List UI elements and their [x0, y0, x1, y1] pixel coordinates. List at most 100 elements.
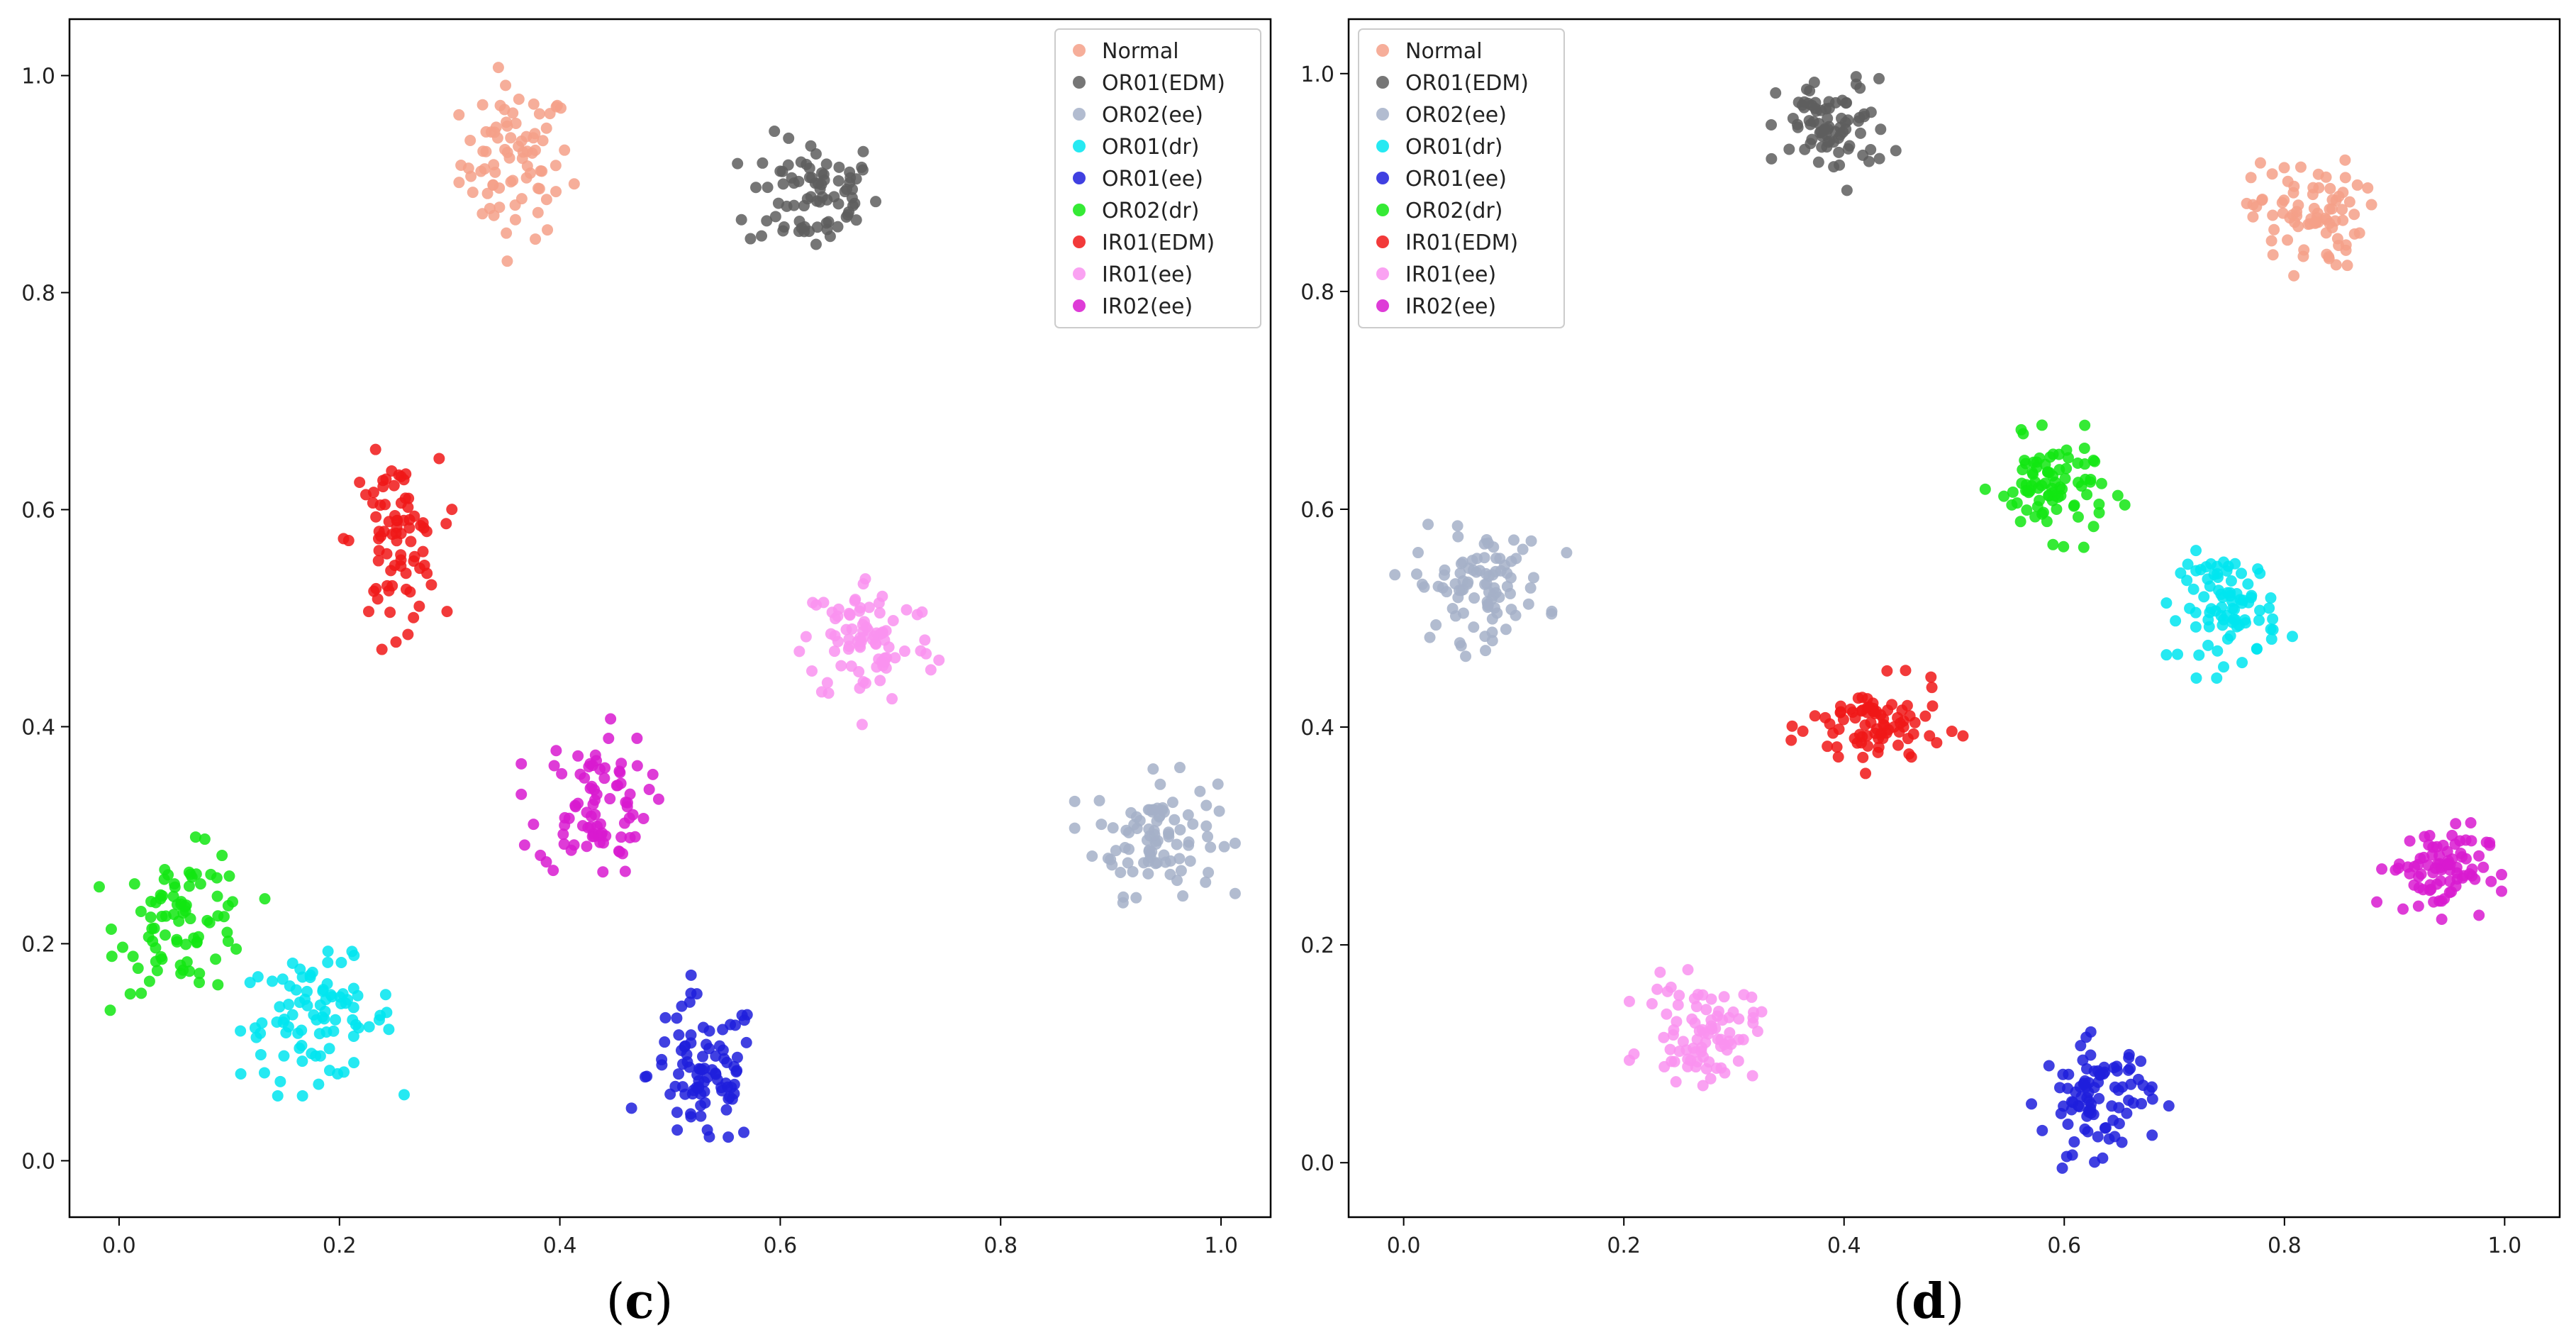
data-point	[1690, 1061, 1702, 1073]
data-point	[1746, 1070, 1758, 1082]
data-point	[2333, 240, 2345, 252]
data-point	[199, 833, 211, 845]
data-point	[2256, 193, 2268, 205]
data-point	[850, 214, 862, 226]
data-point	[2496, 869, 2508, 881]
data-point	[2111, 1065, 2123, 1077]
data-point	[1482, 537, 1494, 549]
data-point	[2444, 864, 2456, 876]
data-point	[446, 504, 458, 516]
data-point	[116, 941, 128, 953]
data-point	[2278, 162, 2290, 174]
data-point	[1490, 552, 1502, 564]
data-point	[2068, 1136, 2080, 1148]
data-point	[158, 873, 170, 885]
legend-marker	[1376, 76, 1389, 89]
data-point	[1200, 820, 1212, 832]
data-point	[801, 158, 813, 170]
data-point	[621, 801, 633, 813]
data-point	[1517, 543, 1529, 555]
data-point	[740, 1036, 752, 1048]
data-point	[1183, 836, 1195, 848]
data-point	[1827, 727, 1839, 739]
data-point	[1902, 733, 1914, 745]
data-point	[685, 1029, 697, 1041]
data-point	[1881, 665, 1893, 677]
data-point	[244, 977, 256, 989]
data-point	[235, 1068, 247, 1080]
data-point	[2236, 657, 2248, 669]
data-point	[494, 201, 506, 214]
data-point	[2081, 1110, 2093, 1122]
data-point	[2253, 614, 2265, 626]
data-point	[806, 665, 818, 677]
x-tick-label: 0.4	[1827, 1233, 1861, 1258]
x-tick-label: 1.0	[1204, 1233, 1238, 1258]
data-point	[889, 652, 901, 664]
data-point	[703, 1025, 715, 1037]
legend-marker	[1376, 172, 1389, 184]
legend-label: OR02(ee)	[1102, 103, 1203, 128]
data-point	[1623, 1054, 1635, 1066]
data-point	[810, 148, 822, 160]
data-point	[453, 177, 465, 189]
data-point	[615, 758, 628, 770]
data-point	[1480, 645, 1492, 657]
data-point	[1877, 732, 1889, 744]
data-point	[2078, 1077, 2090, 1089]
data-point	[1158, 849, 1170, 861]
data-point	[669, 1080, 681, 1092]
data-point	[1835, 706, 1847, 718]
data-point	[846, 623, 858, 635]
legend-box	[1358, 28, 1565, 328]
data-point	[296, 1055, 308, 1068]
data-point	[476, 99, 489, 111]
data-point	[296, 971, 308, 983]
data-point	[530, 233, 542, 245]
data-point	[769, 211, 781, 223]
data-point	[1787, 112, 1799, 124]
data-point	[1890, 145, 1902, 157]
data-point	[1682, 964, 1694, 976]
data-point	[1724, 1027, 1736, 1039]
data-point	[148, 922, 160, 934]
y-tick-label: 0.8	[1300, 280, 1334, 305]
data-point	[1438, 569, 1450, 581]
data-point	[1785, 734, 1797, 746]
data-point	[143, 975, 155, 987]
data-point	[614, 767, 626, 779]
data-point	[1661, 985, 1673, 997]
data-point	[2450, 880, 2462, 892]
data-point	[180, 938, 192, 950]
data-point	[671, 1107, 683, 1119]
data-point	[685, 1111, 697, 1123]
data-point	[2077, 1054, 2089, 1066]
data-point	[306, 966, 318, 978]
data-point	[2059, 472, 2071, 484]
data-point	[1486, 635, 1498, 647]
data-point	[675, 1044, 687, 1056]
data-point	[480, 126, 492, 138]
data-point	[898, 645, 910, 658]
data-point	[174, 959, 186, 971]
data-point	[489, 126, 501, 138]
data-point	[551, 99, 563, 111]
x-tick-label: 0.6	[764, 1233, 798, 1258]
data-point	[1723, 1035, 1735, 1047]
scatter-panel-c: 0.0 0.2 0.4 0.6 0.8 1.0 0.0 0.2 0.4 0.6 0.8 1.0 Norm…	[21, 18, 1272, 1258]
data-point	[557, 828, 569, 841]
data-point	[1831, 741, 1843, 753]
data-point	[317, 984, 329, 996]
data-point	[390, 527, 402, 539]
data-point	[347, 1014, 359, 1026]
data-point	[1873, 152, 1885, 165]
data-point	[1706, 1023, 1718, 1035]
data-point	[1946, 726, 1958, 738]
data-point	[761, 215, 773, 227]
legend-label: IR02(ee)	[1405, 294, 1496, 319]
data-point	[1460, 650, 1472, 662]
data-point	[2337, 187, 2349, 199]
data-point	[2309, 216, 2321, 228]
data-point	[369, 443, 381, 455]
data-point	[2093, 506, 2105, 518]
